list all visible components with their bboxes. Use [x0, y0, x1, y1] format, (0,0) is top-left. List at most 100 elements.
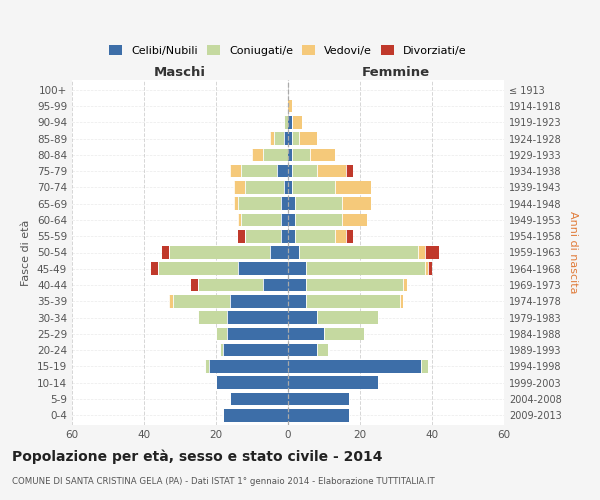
Bar — [288, 116, 292, 128]
Bar — [284, 132, 288, 145]
Bar — [234, 198, 238, 210]
Bar — [223, 409, 288, 422]
Bar — [288, 344, 317, 356]
Bar — [295, 198, 342, 210]
Bar — [400, 295, 403, 308]
Bar — [238, 214, 241, 226]
Bar — [245, 181, 284, 194]
Bar — [288, 295, 306, 308]
Bar — [209, 360, 288, 373]
Text: Maschi: Maschi — [154, 66, 206, 79]
Bar — [277, 165, 288, 177]
Bar — [245, 230, 281, 242]
Bar — [220, 344, 223, 356]
Bar — [288, 100, 292, 112]
Bar — [230, 165, 241, 177]
Bar — [288, 132, 292, 145]
Bar — [288, 262, 306, 275]
Bar — [230, 295, 288, 308]
Y-axis label: Fasce di età: Fasce di età — [22, 220, 31, 286]
Bar — [346, 165, 353, 177]
Bar — [198, 311, 227, 324]
Bar — [270, 246, 288, 259]
Bar — [403, 278, 407, 291]
Bar — [335, 181, 371, 194]
Bar — [288, 230, 295, 242]
Bar — [227, 328, 288, 340]
Bar — [335, 230, 346, 242]
Bar — [284, 181, 288, 194]
Text: COMUNE DI SANTA CRISTINA GELA (PA) - Dati ISTAT 1° gennaio 2014 - Elaborazione T: COMUNE DI SANTA CRISTINA GELA (PA) - Dat… — [12, 478, 435, 486]
Bar — [288, 278, 306, 291]
Bar — [288, 328, 324, 340]
Bar — [295, 214, 342, 226]
Bar — [288, 311, 317, 324]
Bar — [241, 165, 277, 177]
Bar — [191, 278, 198, 291]
Bar — [216, 376, 288, 389]
Bar — [234, 181, 245, 194]
Bar — [270, 132, 274, 145]
Legend: Celibi/Nubili, Coniugati/e, Vedovi/e, Divorziati/e: Celibi/Nubili, Coniugati/e, Vedovi/e, Di… — [105, 40, 471, 60]
Bar — [418, 246, 425, 259]
Bar — [324, 328, 364, 340]
Bar — [216, 328, 227, 340]
Bar — [425, 262, 428, 275]
Bar — [306, 262, 425, 275]
Bar — [288, 165, 292, 177]
Bar — [158, 262, 238, 275]
Bar — [292, 116, 302, 128]
Bar — [288, 198, 295, 210]
Bar — [299, 132, 317, 145]
Bar — [310, 148, 335, 161]
Bar — [284, 116, 288, 128]
Bar — [169, 246, 270, 259]
Bar — [288, 214, 295, 226]
Bar — [421, 360, 428, 373]
Bar — [281, 214, 288, 226]
Bar — [238, 230, 245, 242]
Bar — [317, 344, 328, 356]
Bar — [288, 360, 421, 373]
Bar — [227, 311, 288, 324]
Bar — [238, 262, 288, 275]
Bar — [295, 230, 335, 242]
Bar — [346, 230, 353, 242]
Bar — [281, 230, 288, 242]
Bar — [288, 409, 349, 422]
Bar — [292, 148, 310, 161]
Bar — [428, 262, 432, 275]
Bar — [306, 295, 400, 308]
Bar — [230, 392, 288, 406]
Bar — [292, 181, 335, 194]
Bar — [342, 198, 371, 210]
Bar — [317, 165, 346, 177]
Bar — [292, 165, 317, 177]
Bar — [238, 198, 281, 210]
Bar — [274, 132, 284, 145]
Bar — [173, 295, 230, 308]
Bar — [425, 246, 439, 259]
Bar — [151, 262, 158, 275]
Bar — [281, 198, 288, 210]
Bar — [288, 148, 292, 161]
Bar — [263, 278, 288, 291]
Bar — [241, 214, 281, 226]
Bar — [299, 246, 418, 259]
Bar — [169, 295, 173, 308]
Bar — [342, 214, 367, 226]
Bar — [306, 278, 403, 291]
Bar — [205, 360, 209, 373]
Bar — [317, 311, 378, 324]
Bar — [263, 148, 288, 161]
Bar — [223, 344, 288, 356]
Bar — [252, 148, 263, 161]
Bar — [288, 246, 299, 259]
Bar — [198, 278, 263, 291]
Bar — [162, 246, 169, 259]
Y-axis label: Anni di nascita: Anni di nascita — [568, 211, 578, 294]
Bar — [288, 376, 378, 389]
Bar — [288, 392, 349, 406]
Bar — [288, 181, 292, 194]
Text: Femmine: Femmine — [362, 66, 430, 79]
